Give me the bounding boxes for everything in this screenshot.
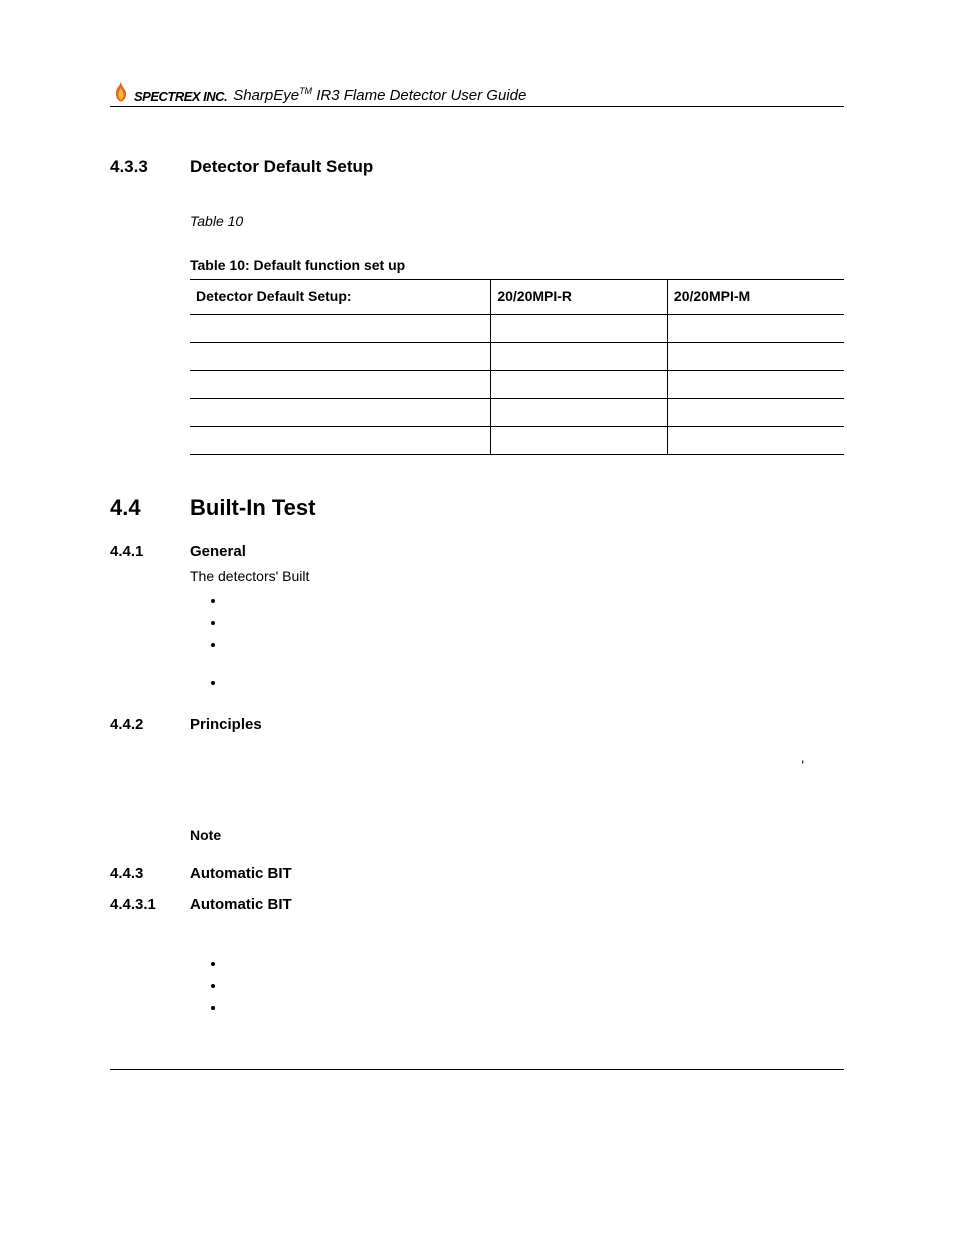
- section-4-4-heading: 4.4 Built-In Test: [110, 495, 844, 521]
- table-header-col1: Detector Default Setup:: [190, 280, 491, 315]
- section-number: 4.4: [110, 495, 190, 521]
- bullet-list: [226, 953, 844, 1019]
- footer-rule: [110, 1069, 844, 1070]
- table-reference: Table 10: [190, 213, 844, 229]
- cell: [667, 343, 844, 371]
- section-title: Detector Default Setup: [190, 157, 373, 177]
- page-header: SPECTREX INC. SharpEyeTM IR3 Flame Detec…: [110, 80, 844, 107]
- logo-text: SPECTREX INC.: [134, 89, 227, 104]
- list-item: [226, 997, 844, 1019]
- header-title: SharpEyeTM IR3 Flame Detector User Guide: [233, 86, 526, 104]
- section-title: General: [190, 543, 246, 560]
- section-title: Automatic BIT: [190, 896, 292, 913]
- section-number: 4.4.2: [110, 716, 190, 733]
- list-item: [226, 612, 844, 634]
- cell: [190, 343, 491, 371]
- table-header-row: Detector Default Setup: 20/20MPI-R 20/20…: [190, 280, 844, 315]
- cell: [491, 399, 668, 427]
- section-4-4-3-1-heading: 4.4.3.1 Automatic BIT: [110, 896, 844, 913]
- list-item: [226, 590, 844, 612]
- cell: [190, 371, 491, 399]
- section-4-3-3-heading: 4.3.3 Detector Default Setup: [110, 157, 844, 177]
- section-number: 4.3.3: [110, 157, 190, 177]
- table-caption: Table 10: Default function set up: [190, 257, 844, 273]
- list-item: [226, 672, 844, 694]
- cell: [667, 315, 844, 343]
- flame-icon: [110, 80, 132, 104]
- list-item: [226, 975, 844, 997]
- logo: SPECTREX INC.: [110, 80, 227, 104]
- table-row: [190, 399, 844, 427]
- cell: [667, 427, 844, 455]
- bullet-list: [226, 672, 844, 694]
- cell: [190, 399, 491, 427]
- cell: [491, 427, 668, 455]
- section-number: 4.4.3: [110, 865, 190, 882]
- section-title: Automatic BIT: [190, 865, 292, 882]
- body-text: ': [190, 757, 844, 783]
- table-row: [190, 427, 844, 455]
- table-row: [190, 315, 844, 343]
- product-name: SharpEye: [233, 87, 299, 104]
- section-number: 4.4.1: [110, 543, 190, 560]
- section-4-4-2-heading: 4.4.2 Principles: [110, 716, 844, 733]
- note-label: Note: [190, 827, 844, 843]
- cell: [190, 315, 491, 343]
- section-4-4-1-heading: 4.4.1 General: [110, 543, 844, 560]
- cell: [667, 371, 844, 399]
- table-header-col3: 20/20MPI-M: [667, 280, 844, 315]
- body-text: The detectors' Built: [190, 568, 844, 584]
- table-header-col2: 20/20MPI-R: [491, 280, 668, 315]
- section-number: 4.4.3.1: [110, 896, 190, 913]
- bullet-list: [226, 590, 844, 656]
- title-rest: IR3 Flame Detector User Guide: [312, 87, 526, 104]
- section-title: Principles: [190, 716, 262, 733]
- cell: [491, 343, 668, 371]
- table-row: [190, 371, 844, 399]
- table-row: [190, 343, 844, 371]
- cell: [190, 427, 491, 455]
- trademark: TM: [299, 86, 312, 96]
- table-default-setup: Detector Default Setup: 20/20MPI-R 20/20…: [190, 279, 844, 455]
- list-item: [226, 634, 844, 656]
- list-item: [226, 953, 844, 975]
- cell: [491, 315, 668, 343]
- cell: [491, 371, 668, 399]
- section-title: Built-In Test: [190, 495, 315, 521]
- section-4-4-3-heading: 4.4.3 Automatic BIT: [110, 865, 844, 882]
- cell: [667, 399, 844, 427]
